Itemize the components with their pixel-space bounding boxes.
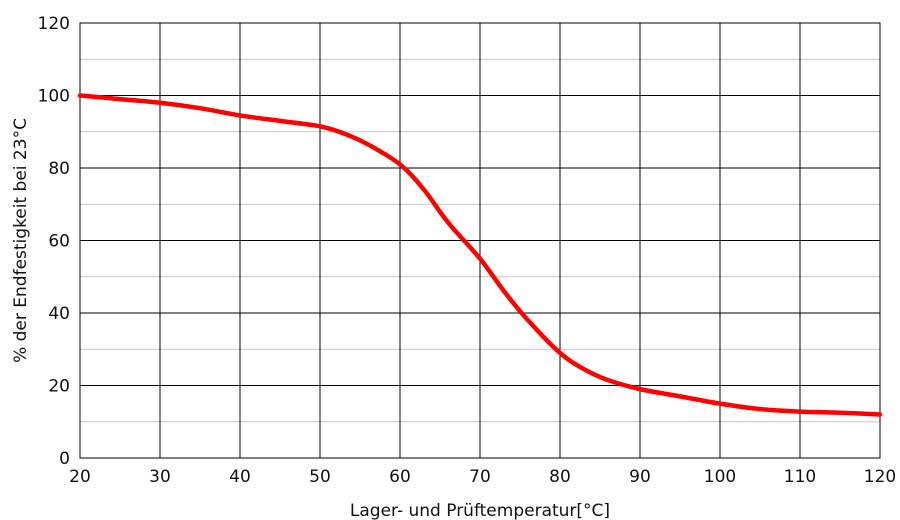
- y-axis-label: % der Endfestigkeit bei 23°C: [11, 118, 31, 363]
- series-layer: [77, 93, 883, 417]
- x-tick-label: 50: [309, 467, 331, 487]
- x-tick-label: 30: [149, 467, 171, 487]
- x-tick-label: 70: [469, 467, 491, 487]
- y-tick-label: 120: [38, 14, 70, 34]
- y-tick-label: 0: [59, 449, 70, 469]
- x-axis-tick-labels: 20 30 40 50 60 70 80 90 100 110 120: [69, 467, 896, 487]
- x-tick-label: 20: [69, 467, 91, 487]
- x-tick-label: 120: [864, 467, 896, 487]
- x-tick-label: 100: [704, 467, 736, 487]
- x-tick-label: 80: [549, 467, 571, 487]
- y-tick-label: 40: [48, 304, 70, 324]
- x-tick-label: 60: [389, 467, 411, 487]
- y-axis-tick-labels: 0 20 40 60 80 100 120: [38, 14, 70, 469]
- major-gridlines: [79, 22, 881, 459]
- y-tick-label: 60: [48, 232, 70, 252]
- plot-area-border: [79, 22, 881, 459]
- y-tick-label: 20: [48, 377, 70, 397]
- x-axis-label: Lager- und Prüftemperatur[°C]: [350, 501, 610, 520]
- y-tick-label: 80: [48, 159, 70, 179]
- x-tick-label: 110: [784, 467, 816, 487]
- series-line: [77, 93, 883, 417]
- y-tick-label: 100: [38, 87, 70, 107]
- x-tick-label: 40: [229, 467, 251, 487]
- x-tick-label: 90: [629, 467, 651, 487]
